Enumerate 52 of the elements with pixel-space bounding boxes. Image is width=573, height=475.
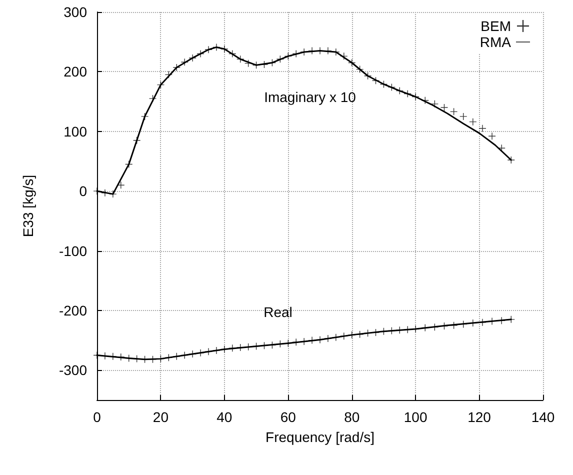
point (189, 54, 196, 62)
point (220, 346, 228, 353)
point (508, 156, 515, 164)
x-tick-label: 140 (531, 409, 555, 425)
x-tick-label: 80 (344, 409, 360, 425)
point (101, 352, 108, 360)
x-tick-label: 60 (280, 409, 296, 425)
x-tick-label: 20 (152, 409, 169, 425)
point (189, 350, 196, 358)
point (141, 112, 148, 120)
point (478, 124, 486, 132)
point (332, 334, 340, 341)
point (149, 356, 156, 363)
x-tick-label: 100 (404, 409, 428, 425)
x-tick-label: 120 (468, 409, 492, 425)
x-tick-label: 0 (93, 409, 102, 425)
point (300, 338, 308, 345)
point (412, 93, 420, 100)
annotation: Real (264, 304, 292, 320)
point (109, 190, 116, 198)
point (197, 50, 204, 58)
annotation: Imaginary x 10 (264, 89, 356, 105)
point (220, 46, 228, 53)
legend-label: BEM (480, 18, 511, 34)
y-tick-label: 100 (64, 123, 88, 140)
point (431, 100, 438, 108)
y-tick-label: -100 (58, 242, 88, 259)
point (173, 352, 180, 360)
point (205, 46, 212, 54)
point (460, 112, 467, 120)
point (173, 64, 180, 72)
point (488, 132, 496, 140)
point (197, 349, 204, 356)
point (94, 352, 100, 359)
point (469, 118, 476, 126)
point (324, 335, 332, 342)
x-tick-label: 40 (216, 409, 232, 425)
point (149, 95, 156, 102)
point (212, 346, 220, 354)
y-axis-title: E33 [kg/s] (20, 174, 36, 238)
y-tick-label: -200 (58, 302, 88, 318)
point (205, 348, 212, 356)
legend-label: RMA (480, 34, 512, 50)
point (348, 331, 356, 338)
y-tick-label: 300 (64, 4, 88, 20)
point (498, 144, 506, 152)
y-tick-label: 200 (64, 64, 88, 80)
y-tick-label: 0 (79, 183, 88, 200)
point (440, 104, 448, 112)
point (212, 44, 220, 51)
y-tick-label: -300 (58, 362, 88, 378)
x-axis-title: Frequency [rad/s] (266, 429, 374, 445)
